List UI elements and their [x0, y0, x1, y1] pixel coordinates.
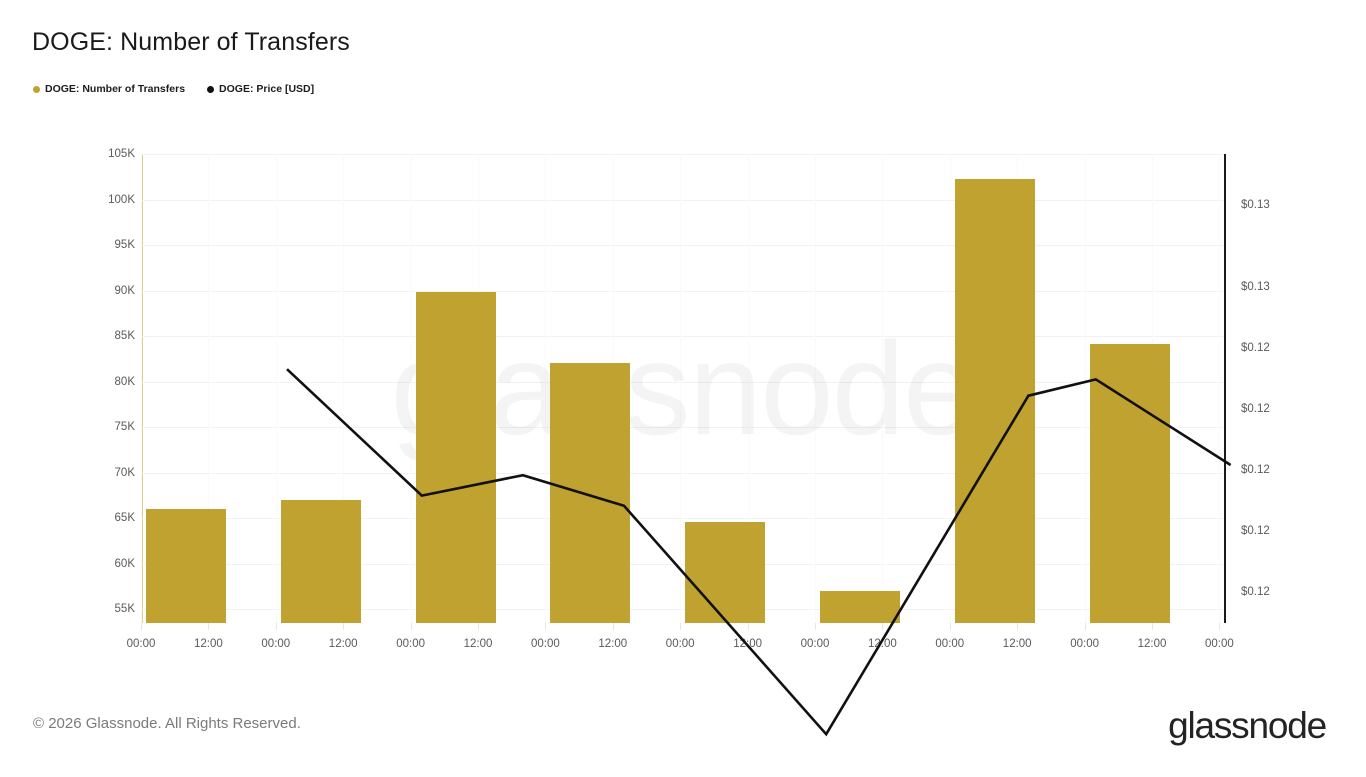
x-axis-tick-label: 00:00 — [1205, 638, 1234, 650]
gridline — [141, 199, 1224, 201]
gridline — [141, 427, 1224, 429]
x-axis-tick-label: 00:00 — [1070, 638, 1099, 650]
bar[interactable] — [685, 521, 766, 623]
vertical-gridline — [1084, 154, 1086, 623]
x-axis-tick-mark — [1084, 623, 1086, 630]
right-axis-tick-label: $0.12 — [1241, 525, 1270, 538]
gridline — [141, 290, 1224, 292]
legend-dot-icon-price — [207, 85, 215, 93]
chart-canvas: 105K 100K 95K 90K 85K 80K 75K 70K 65K 60K 55K $0.1… — [108, 148, 1270, 737]
plot-area: glassnode — [141, 154, 1232, 737]
right-axis-tick-label: $0.13 — [1241, 280, 1270, 293]
gridline — [141, 472, 1224, 474]
x-axis-tick-label: 12:00 — [868, 638, 897, 650]
right-axis-tick-label: $0.12 — [1241, 341, 1270, 354]
vertical-gridline — [141, 154, 142, 623]
vertical-gridline — [1219, 154, 1221, 623]
left-axis-tick-label: 85K — [114, 330, 135, 343]
gridline — [141, 154, 1224, 155]
x-axis-tick-label: 12:00 — [733, 638, 762, 650]
left-axis-tick-label: 65K — [114, 512, 135, 525]
vertical-gridline — [949, 154, 951, 623]
x-axis-tick-mark — [1017, 623, 1019, 630]
right-axis-tick-label: $0.12 — [1241, 586, 1270, 599]
x-axis-tick-label: 00:00 — [261, 638, 291, 650]
left-axis-tick-label: 60K — [114, 557, 135, 570]
left-axis-tick-label: 100K — [108, 193, 135, 206]
right-axis-tick-label: $0.13 — [1241, 198, 1270, 211]
x-axis-tick-label: 00:00 — [396, 638, 425, 650]
footer-copyright: © 2026 Glassnode. All Rights Reserved. — [33, 715, 301, 732]
vertical-gridline — [545, 154, 547, 623]
bar[interactable] — [415, 292, 496, 623]
vertical-gridline — [410, 154, 412, 623]
gridline — [141, 381, 1224, 383]
x-axis-tick-label: 12:00 — [463, 638, 493, 650]
vertical-gridline — [208, 154, 210, 623]
gridline — [141, 245, 1224, 247]
left-axis-tick-label: 70K — [114, 466, 135, 479]
x-axis-tick-mark — [882, 623, 884, 630]
page-title: DOGE: Number of Transfers — [32, 28, 350, 56]
x-axis-tick-label: 12:00 — [1002, 638, 1032, 650]
x-axis-tick-mark — [815, 623, 816, 630]
bar[interactable] — [1089, 344, 1170, 623]
x-axis-tick-mark — [478, 623, 479, 630]
x-axis-tick-label: 00:00 — [531, 638, 560, 650]
chart-legend: DOGE: Number of Transfers DOGE: Price [U… — [33, 82, 314, 96]
x-axis-tick-mark — [1152, 623, 1153, 630]
right-axis-line — [1224, 154, 1226, 623]
x-axis-tick-mark — [343, 623, 345, 630]
bar[interactable] — [820, 591, 900, 623]
vertical-gridline — [815, 154, 816, 623]
legend-label-transfers: DOGE: Number of Transfers — [45, 83, 186, 95]
left-axis-tick-label: 80K — [114, 375, 135, 388]
x-axis-tick-mark — [410, 623, 412, 630]
x-axis-tick-mark — [208, 623, 210, 630]
bar[interactable] — [954, 179, 1035, 623]
right-axis-tick-label: $0.12 — [1241, 464, 1270, 477]
x-axis-tick-mark — [949, 623, 951, 630]
left-axis-tick-label: 75K — [114, 421, 135, 434]
x-axis-tick-mark — [141, 623, 142, 630]
left-axis-tick-label: 95K — [114, 239, 135, 252]
x-axis-tick-mark — [680, 623, 682, 630]
vertical-gridline — [275, 154, 277, 623]
x-axis-tick-label: 00:00 — [800, 638, 830, 650]
gridline — [141, 336, 1224, 338]
x-axis-tick-label: 12:00 — [1137, 638, 1167, 650]
x-axis-tick-label: 12:00 — [328, 638, 358, 650]
left-axis-tick-label: 90K — [114, 284, 135, 297]
legend-item-price[interactable]: DOGE: Price [USD] — [207, 83, 314, 95]
bar[interactable] — [550, 363, 631, 623]
x-axis-tick-mark — [1219, 623, 1221, 630]
glassnode-logo: glassnode — [1168, 705, 1327, 746]
x-axis-tick-label: 12:00 — [194, 638, 223, 650]
right-axis-tick-label: $0.12 — [1241, 402, 1270, 415]
x-axis-tick-mark — [275, 623, 277, 630]
x-axis-tick-label: 00:00 — [665, 638, 695, 650]
legend-label-price: DOGE: Price [USD] — [219, 83, 315, 95]
x-axis-tick-label: 00:00 — [935, 638, 965, 650]
vertical-gridline — [882, 154, 884, 623]
left-axis-tick-label: 55K — [114, 603, 135, 616]
x-axis-tick-mark — [612, 623, 614, 630]
x-axis-tick-mark — [545, 623, 547, 630]
vertical-gridline — [680, 154, 682, 623]
left-axis-tick-label: 105K — [108, 148, 135, 160]
bar[interactable] — [146, 509, 226, 623]
legend-dot-icon-transfers — [33, 85, 40, 93]
bar[interactable] — [280, 500, 361, 623]
x-axis-tick-mark — [747, 623, 749, 630]
x-axis-tick-label: 12:00 — [598, 638, 628, 650]
x-axis-tick-label: 00:00 — [126, 638, 156, 650]
legend-item-transfers[interactable]: DOGE: Number of Transfers — [33, 83, 185, 95]
